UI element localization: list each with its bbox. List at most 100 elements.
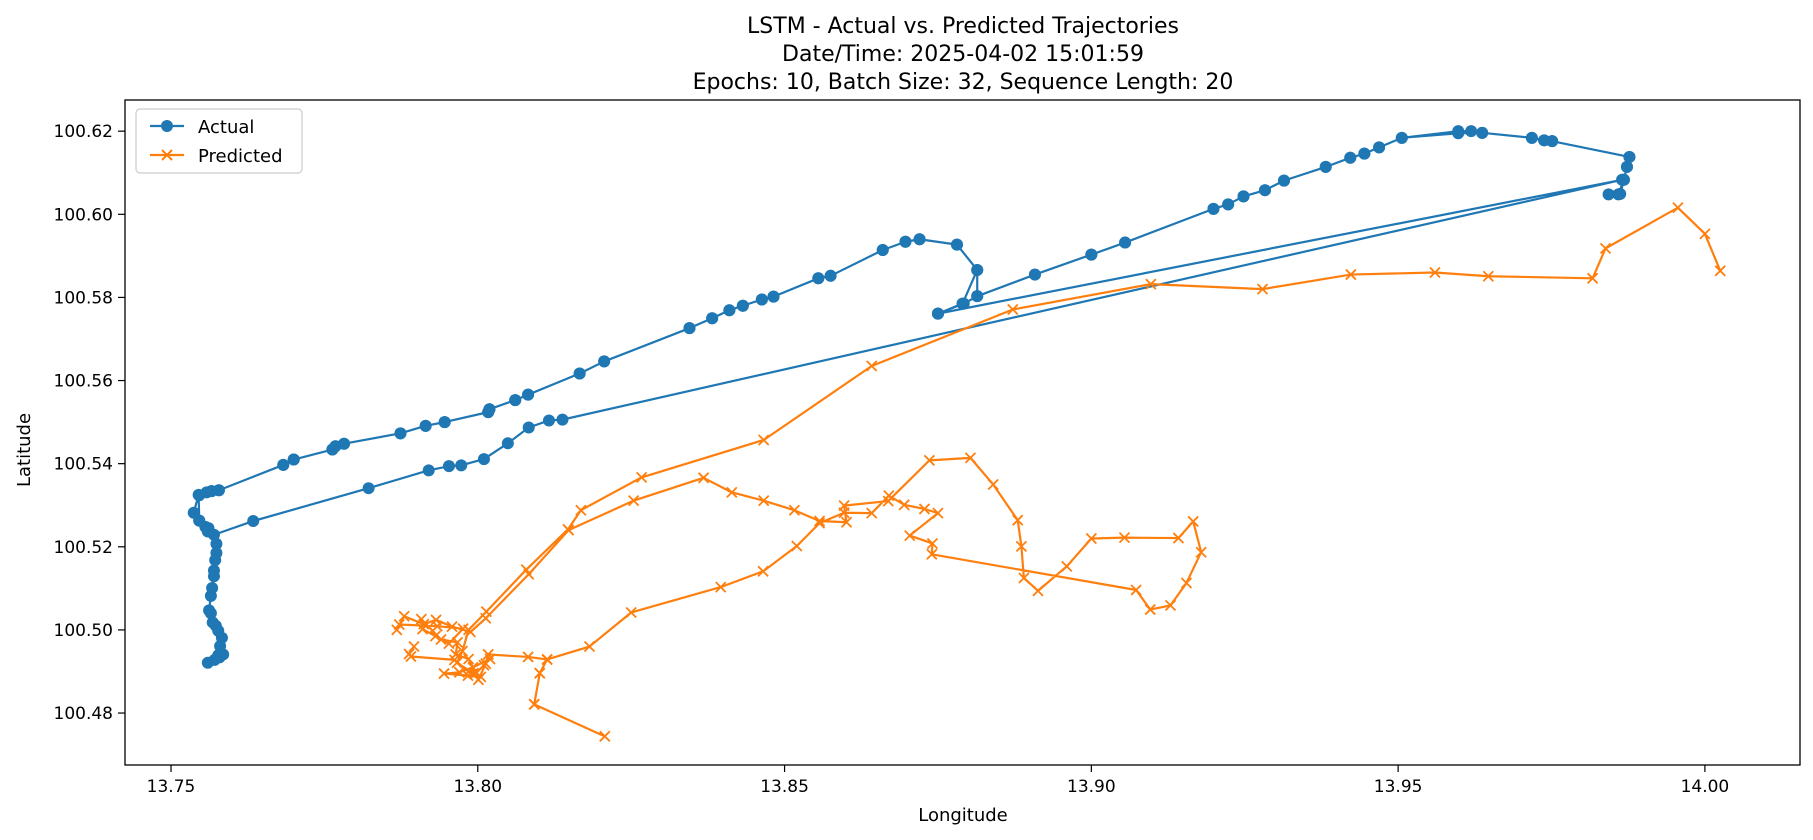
data-point-actual — [193, 514, 206, 527]
data-point-predicted — [453, 666, 466, 678]
data-point-actual — [683, 322, 696, 335]
legend-actual-marker — [161, 120, 173, 132]
data-point-predicted — [484, 653, 496, 665]
data-point-predicted — [431, 620, 443, 632]
data-point-actual — [573, 367, 586, 380]
data-point-predicted — [415, 613, 427, 625]
data-point-actual — [1358, 147, 1371, 160]
x-tick-label: 13.75 — [147, 777, 196, 797]
data-point-actual — [1538, 134, 1551, 147]
data-point-actual — [736, 299, 749, 312]
data-point-predicted — [791, 540, 803, 552]
data-point-actual — [204, 589, 217, 602]
data-point-actual — [362, 482, 375, 495]
data-point-predicted — [403, 648, 415, 660]
data-point-predicted — [456, 645, 469, 657]
data-point-actual — [204, 607, 217, 620]
data-point-predicted — [429, 630, 442, 642]
series-line-actual — [198, 130, 1631, 497]
data-point-actual — [212, 484, 225, 497]
data-point-predicted — [1012, 514, 1024, 526]
data-point-predicted — [416, 623, 429, 635]
y-tick-label: 100.58 — [54, 288, 113, 308]
data-point-predicted — [627, 495, 640, 507]
data-point-actual — [1476, 126, 1489, 139]
data-point-actual — [1237, 190, 1250, 203]
data-point-actual — [477, 453, 490, 466]
data-point-predicted — [697, 472, 710, 484]
data-point-predicted — [1699, 228, 1711, 240]
plot-area — [187, 125, 1726, 742]
data-point-predicted — [964, 452, 977, 464]
data-point-actual — [812, 272, 825, 285]
data-point-actual — [509, 394, 522, 407]
data-point-predicted — [1061, 560, 1073, 572]
data-point-actual — [522, 388, 535, 401]
data-point-predicted — [462, 670, 474, 682]
data-point-predicted — [457, 623, 469, 635]
data-point-actual — [210, 537, 223, 550]
data-point-actual — [483, 403, 496, 416]
data-point-actual — [1602, 188, 1615, 201]
x-tick-label: 13.95 — [1374, 777, 1423, 797]
y-tick-label: 100.52 — [54, 538, 113, 558]
data-point-actual — [971, 290, 984, 303]
data-point-predicted — [464, 626, 477, 638]
data-point-actual — [455, 459, 468, 472]
data-point-predicted — [1672, 202, 1684, 214]
data-point-actual — [913, 233, 926, 246]
data-point-actual — [1452, 127, 1465, 140]
data-point-predicted — [840, 516, 853, 528]
data-point-actual — [442, 460, 455, 473]
data-point-actual — [394, 427, 407, 440]
data-point-predicted — [882, 495, 894, 507]
data-point-predicted — [1007, 303, 1019, 316]
data-point-predicted — [435, 633, 447, 646]
y-tick-label: 100.56 — [54, 372, 113, 392]
data-point-predicted — [932, 507, 944, 519]
data-point-predicted — [1180, 577, 1193, 589]
data-point-actual — [899, 235, 912, 248]
x-axis-label: Longitude — [918, 805, 1008, 826]
legend-actual-label: Actual — [198, 117, 254, 138]
data-point-actual — [556, 413, 569, 426]
data-point-predicted — [1586, 272, 1599, 284]
chart-title-line-2: Date/Time: 2025-04-02 15:01:59 — [782, 42, 1144, 67]
x-tick-label: 14.00 — [1681, 777, 1730, 797]
data-point-actual — [1207, 202, 1220, 215]
data-point-predicted — [480, 612, 492, 624]
data-point-predicted — [562, 524, 575, 536]
data-point-predicted — [866, 507, 878, 519]
data-point-actual — [1258, 184, 1271, 197]
legend-predicted-marker — [161, 149, 173, 161]
data-point-predicted — [393, 618, 405, 631]
chart-title-line-1: LSTM - Actual vs. Predicted Trajectories — [747, 14, 1179, 39]
y-axis-ticks: 100.48 100.50 100.52 100.54 100.56 100.58 100.… — [54, 122, 125, 724]
data-point-predicted — [1172, 532, 1185, 544]
data-point-predicted — [926, 548, 938, 560]
data-point-predicted — [446, 620, 458, 633]
data-point-actual — [1395, 131, 1408, 144]
data-point-predicted — [726, 486, 738, 498]
data-point-actual — [723, 304, 736, 317]
data-point-predicted — [987, 478, 999, 491]
data-point-actual — [192, 488, 205, 501]
data-point-predicted — [462, 653, 475, 665]
data-point-actual — [1373, 141, 1386, 154]
data-point-actual — [419, 419, 432, 432]
data-point-predicted — [398, 610, 410, 622]
chart-title-line-3: Epochs: 10, Batch Size: 32, Sequence Len… — [693, 70, 1234, 95]
data-point-predicted — [1599, 242, 1612, 255]
y-tick-label: 100.50 — [54, 621, 113, 641]
data-point-predicted — [599, 730, 611, 742]
data-point-actual — [824, 269, 837, 282]
data-point-predicted — [758, 434, 770, 446]
y-tick-label: 100.48 — [54, 704, 113, 724]
data-point-predicted — [904, 529, 916, 542]
data-point-actual — [1085, 248, 1098, 261]
data-point-actual — [931, 307, 944, 320]
data-point-actual — [971, 263, 984, 276]
data-point-actual — [1616, 173, 1629, 186]
data-point-actual — [287, 453, 300, 466]
